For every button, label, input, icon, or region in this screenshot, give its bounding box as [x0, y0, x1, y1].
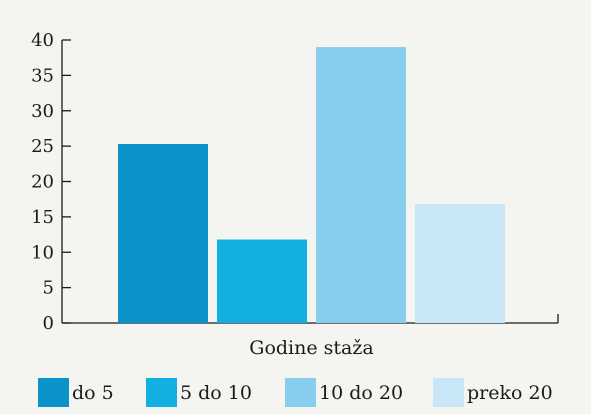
y-tick-label: 35	[31, 65, 54, 86]
legend-label: 5 do 10	[180, 382, 252, 404]
y-tick-label: 5	[43, 278, 54, 299]
legend-item: do 5	[38, 378, 114, 407]
legend-item: preko 20	[433, 378, 553, 407]
y-tick-label: 20	[31, 172, 54, 193]
y-tick-label: 10	[31, 242, 54, 263]
bar-10-do-20	[316, 47, 406, 323]
legend: do 5 5 do 10 10 do 20 preko 20	[38, 378, 553, 407]
legend-label: 10 do 20	[319, 382, 403, 404]
legend-item: 5 do 10	[146, 378, 252, 407]
legend-label: do 5	[72, 382, 114, 404]
legend-swatch	[38, 378, 69, 407]
bars	[118, 47, 505, 323]
y-tick-label: 0	[43, 313, 54, 334]
bar-5-do-10	[217, 239, 307, 323]
y-tick-label: 15	[31, 207, 54, 228]
y-tick-label: 30	[31, 101, 54, 122]
legend-swatch	[285, 378, 316, 407]
y-tick-label: 40	[31, 30, 54, 51]
legend-swatch	[146, 378, 177, 407]
legend-swatch	[433, 378, 464, 407]
legend-item: 10 do 20	[285, 378, 403, 407]
y-tick-label: 25	[31, 136, 54, 157]
bar-preko-20	[415, 204, 505, 323]
legend-label: preko 20	[467, 382, 553, 404]
y-axis: 0 5 10 15 20 25 30 35 40	[31, 30, 71, 334]
x-axis-title: Godine staža	[249, 337, 373, 359]
bar-do-5	[118, 144, 208, 323]
